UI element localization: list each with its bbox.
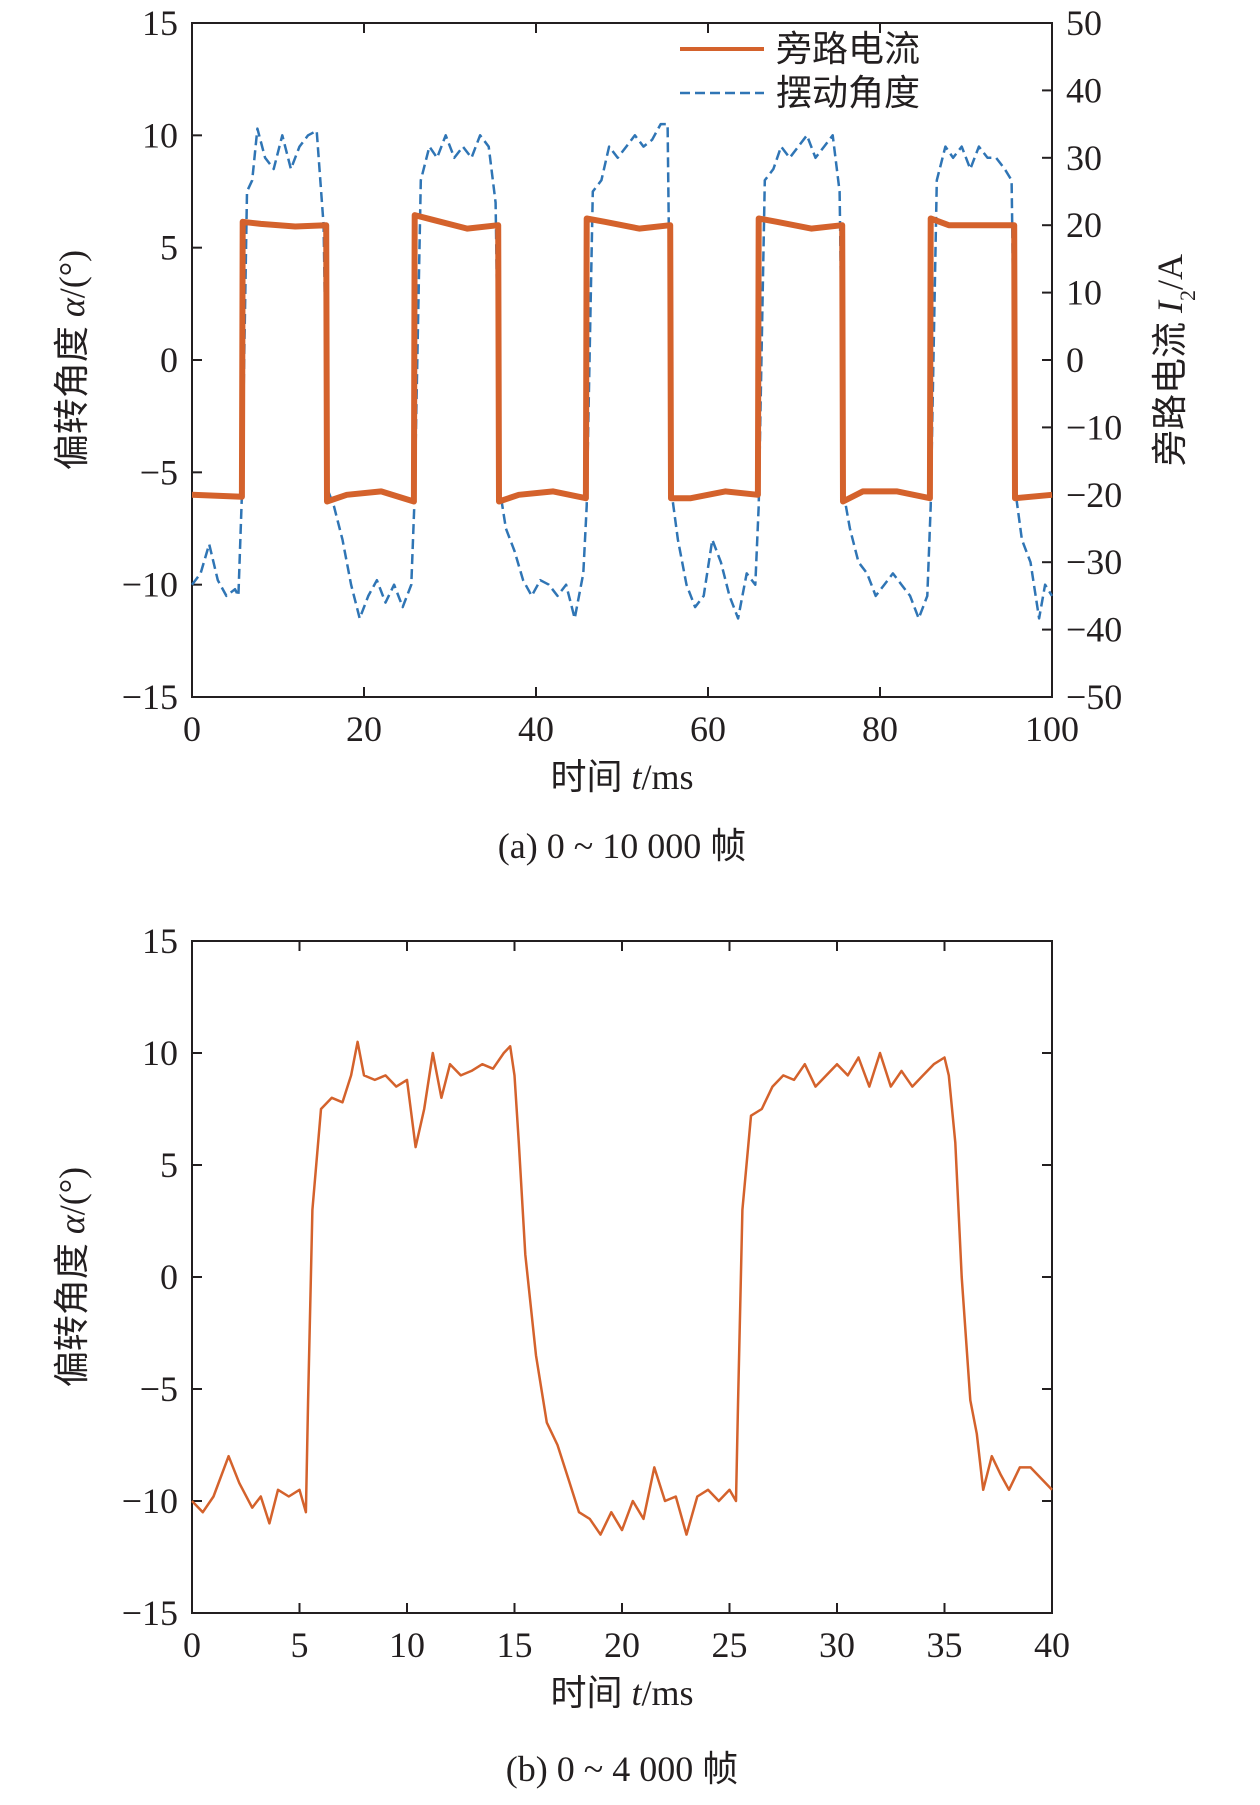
y-tick-label: −5	[140, 452, 178, 492]
x-tick-label: 15	[497, 1625, 533, 1665]
x-tick-label: 10	[389, 1625, 425, 1665]
plot-frame	[191, 22, 1053, 698]
label-part: α	[52, 1214, 92, 1234]
y-axis-label: 偏转角度 α/(°)	[52, 250, 92, 470]
y-tick-label: −15	[122, 677, 178, 717]
label-part: /A	[1150, 254, 1190, 290]
label-part: /(°)	[52, 250, 92, 298]
chart-caption: (b) 0 ~ 4 000 帧	[506, 1749, 738, 1789]
y2-tick-label: 50	[1066, 3, 1102, 43]
series-line-swing-angle	[191, 122, 1054, 620]
x-tick-label: 20	[346, 709, 382, 749]
x-axis-label: 时间 t/ms	[550, 757, 693, 797]
y-tick-label: 0	[160, 340, 178, 380]
label-part: t	[631, 1673, 642, 1713]
x-tick-label: 35	[927, 1625, 963, 1665]
y-tick-label: −10	[122, 1481, 178, 1521]
label-part: I	[1150, 299, 1190, 314]
label-part: /(°)	[52, 1167, 92, 1215]
y2-tick-label: 30	[1066, 138, 1102, 178]
chart-b: 0 5 10 15 20 25 30 35 40 −15 −10 −5 0 5 10 15 时间 t/ms 偏转角…	[52, 921, 1070, 1789]
x-tick-label: 25	[712, 1625, 748, 1665]
x-tick-label: 0	[183, 709, 201, 749]
label-part: 时间	[550, 757, 631, 797]
y-tick-label: −10	[122, 565, 178, 605]
x-tick-label: 30	[819, 1625, 855, 1665]
y-tick-label: 15	[142, 921, 178, 961]
label-part: 2	[1175, 290, 1200, 301]
y2-axis-label: 旁路电流 I2/A	[1150, 254, 1200, 466]
series-line-deflection-angle	[191, 1040, 1053, 1536]
x-tick-label: 40	[1034, 1625, 1070, 1665]
y2-tick-label: −50	[1066, 677, 1122, 717]
chart-caption: (a) 0 ~ 10 000 帧	[498, 826, 746, 866]
y-tick-label: 5	[160, 1145, 178, 1185]
label-part: α	[52, 297, 92, 317]
x-tick-label: 100	[1025, 709, 1079, 749]
y2-tick-label: 40	[1066, 70, 1102, 110]
x-tick-label: 5	[291, 1625, 309, 1665]
y-tick-label: −15	[122, 1593, 178, 1633]
label-part: 时间	[550, 1673, 631, 1713]
y2-tick-label: −10	[1066, 407, 1122, 447]
y-tick-label: 5	[160, 228, 178, 268]
label-part: 偏转角度	[52, 1234, 92, 1387]
x-tick-label: 80	[862, 709, 898, 749]
y2-tick-label: −20	[1066, 475, 1122, 515]
label-part: 偏转角度	[52, 317, 92, 470]
label-part: t	[631, 757, 642, 797]
x-tick-label: 40	[518, 709, 554, 749]
legend-label: 摆动角度	[776, 73, 920, 113]
label-part: /ms	[642, 1673, 694, 1713]
y2-tick-label: −30	[1066, 542, 1122, 582]
y-tick-label: −5	[140, 1369, 178, 1409]
label-part: /ms	[642, 757, 694, 797]
y-tick-label: 10	[142, 1033, 178, 1073]
y-axis-label: 偏转角度 α/(°)	[52, 1167, 92, 1387]
y2-tick-label: 20	[1066, 205, 1102, 245]
y-tick-label: 15	[142, 3, 178, 43]
plot-frame	[191, 940, 1053, 1614]
x-tick-label: 60	[690, 709, 726, 749]
legend-label: 旁路电流	[776, 29, 920, 69]
y2-tick-label: 10	[1066, 273, 1102, 313]
y-tick-label: 10	[142, 115, 178, 155]
y-tick-label: 0	[160, 1257, 178, 1297]
y2-tick-label: 0	[1066, 340, 1084, 380]
chart-a: 0 20 40 60 80 100−15−10−5051015−50−40−30−20−1…	[52, 3, 1200, 866]
label-part: 旁路电流	[1150, 313, 1190, 466]
x-tick-label: 20	[604, 1625, 640, 1665]
series-line-bypass-current	[191, 212, 1053, 505]
y2-tick-label: −40	[1066, 610, 1122, 650]
x-axis-label: 时间 t/ms	[550, 1673, 693, 1713]
x-tick-label: 0	[183, 1625, 201, 1665]
